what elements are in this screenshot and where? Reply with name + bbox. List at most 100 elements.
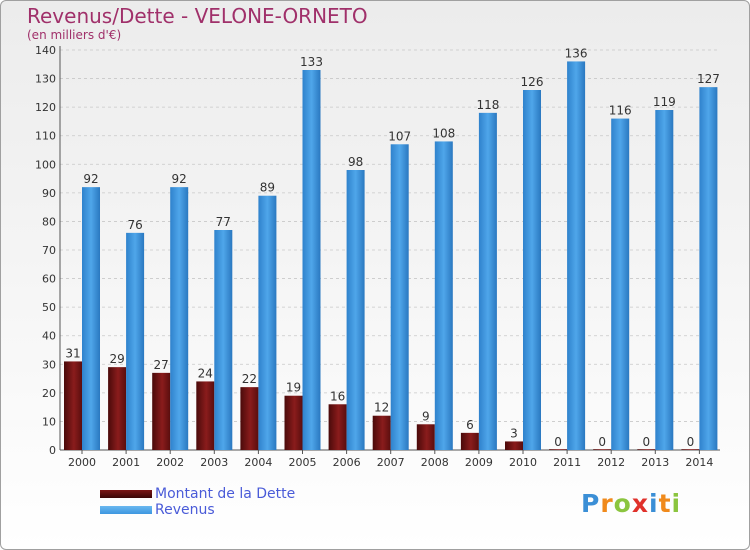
data-label-debt: 12 (374, 401, 389, 415)
logo-letter: r (600, 489, 614, 518)
bar-debt (328, 404, 347, 450)
data-label-revenue: 133 (300, 55, 323, 69)
legend-swatch-debt (100, 490, 152, 498)
chart-legend: Montant de la Dette Revenus (100, 486, 295, 518)
x-tick-label: 2006 (333, 456, 361, 469)
logo-letter: x (631, 489, 649, 518)
bar-debt (64, 361, 82, 450)
data-label-debt: 31 (65, 346, 80, 360)
bar-debt (549, 449, 568, 450)
bar-revenue (346, 170, 365, 450)
bar-revenue (390, 144, 409, 451)
bar-debt (637, 449, 656, 450)
x-tick-label: 2011 (553, 456, 581, 469)
data-label-revenue: 92 (172, 172, 187, 186)
y-tick-label: 10 (42, 415, 56, 428)
bar-debt (681, 449, 700, 450)
data-label-revenue: 119 (653, 95, 676, 109)
y-tick-label: 70 (42, 244, 56, 257)
legend-item-revenue: Revenus (100, 502, 295, 518)
x-tick-label: 2002 (156, 456, 184, 469)
bar-debt (108, 367, 127, 450)
bar-revenue (567, 61, 586, 451)
y-tick-label: 40 (42, 330, 56, 343)
data-label-debt: 0 (687, 435, 695, 449)
legend-swatch-revenue (100, 506, 152, 514)
logo-letter: i (671, 489, 682, 518)
proxiti-logo: Proxiti (581, 489, 681, 518)
logo-letter: t (658, 489, 672, 518)
y-tick-label: 110 (35, 130, 56, 143)
y-tick-label: 90 (42, 187, 56, 200)
data-label-debt: 19 (286, 381, 301, 395)
chart-title: Revenus/Dette - VELONE-ORNETO (27, 4, 368, 28)
data-label-debt: 9 (422, 409, 430, 423)
data-label-debt: 0 (642, 435, 650, 449)
bar-revenue (478, 112, 497, 450)
data-label-revenue: 98 (348, 155, 363, 169)
bar-debt (593, 449, 612, 450)
bar-revenue (699, 87, 718, 451)
x-tick-label: 2001 (112, 456, 140, 469)
data-label-debt: 16 (330, 389, 345, 403)
bar-revenue (434, 141, 453, 450)
y-tick-label: 0 (49, 444, 56, 457)
data-label-debt: 3 (510, 426, 518, 440)
data-label-revenue: 107 (388, 129, 411, 143)
bar-debt (505, 441, 523, 450)
data-label-revenue: 108 (432, 126, 455, 140)
data-label-debt: 6 (466, 418, 474, 432)
x-tick-label: 2004 (244, 456, 272, 469)
data-label-revenue: 126 (521, 75, 544, 89)
bar-debt (460, 432, 479, 450)
x-tick-label: 2012 (597, 456, 625, 469)
x-tick-label: 2005 (289, 456, 317, 469)
x-tick-label: 2010 (509, 456, 537, 469)
data-label-revenue: 89 (260, 181, 275, 195)
data-label-revenue: 77 (216, 215, 231, 229)
bar-debt (372, 415, 391, 450)
bar-revenue (523, 90, 541, 450)
data-label-revenue: 136 (565, 46, 588, 60)
bar-revenue (170, 187, 189, 450)
data-label-debt: 27 (154, 358, 169, 372)
bar-revenue (214, 230, 233, 450)
x-tick-label: 2003 (200, 456, 228, 469)
data-label-revenue: 92 (83, 172, 98, 186)
bar-revenue (611, 118, 630, 451)
data-label-revenue: 116 (609, 104, 632, 118)
x-tick-label: 2013 (641, 456, 669, 469)
bar-debt (284, 395, 303, 450)
logo-letter: P (581, 489, 601, 518)
x-tick-label: 2008 (421, 456, 449, 469)
bar-debt (152, 372, 171, 450)
legend-label-revenue: Revenus (155, 502, 215, 518)
y-tick-label: 60 (42, 273, 56, 286)
data-label-debt: 29 (109, 352, 124, 366)
data-label-revenue: 118 (476, 98, 499, 112)
y-tick-label: 50 (42, 301, 56, 314)
y-tick-label: 120 (35, 101, 56, 114)
y-tick-label: 20 (42, 387, 56, 400)
data-label-revenue: 127 (697, 72, 720, 86)
bar-revenue (302, 70, 321, 450)
bar-debt (416, 424, 435, 450)
y-tick-label: 80 (42, 215, 56, 228)
data-label-debt: 0 (598, 435, 606, 449)
y-tick-label: 100 (35, 158, 56, 171)
x-tick-label: 2014 (685, 456, 713, 469)
logo-letter: i (649, 489, 659, 518)
bar-revenue (82, 187, 100, 450)
logo-letter: o (613, 489, 632, 518)
x-tick-label: 2000 (68, 456, 96, 469)
y-tick-label: 30 (42, 358, 56, 371)
y-tick-label: 130 (35, 73, 56, 86)
bar-revenue (126, 232, 145, 450)
data-label-debt: 24 (198, 366, 213, 380)
x-tick-label: 2009 (465, 456, 493, 469)
x-tick-label: 2007 (377, 456, 405, 469)
data-label-debt: 22 (242, 372, 257, 386)
y-tick-label: 140 (35, 44, 56, 57)
bar-revenue (258, 195, 277, 450)
